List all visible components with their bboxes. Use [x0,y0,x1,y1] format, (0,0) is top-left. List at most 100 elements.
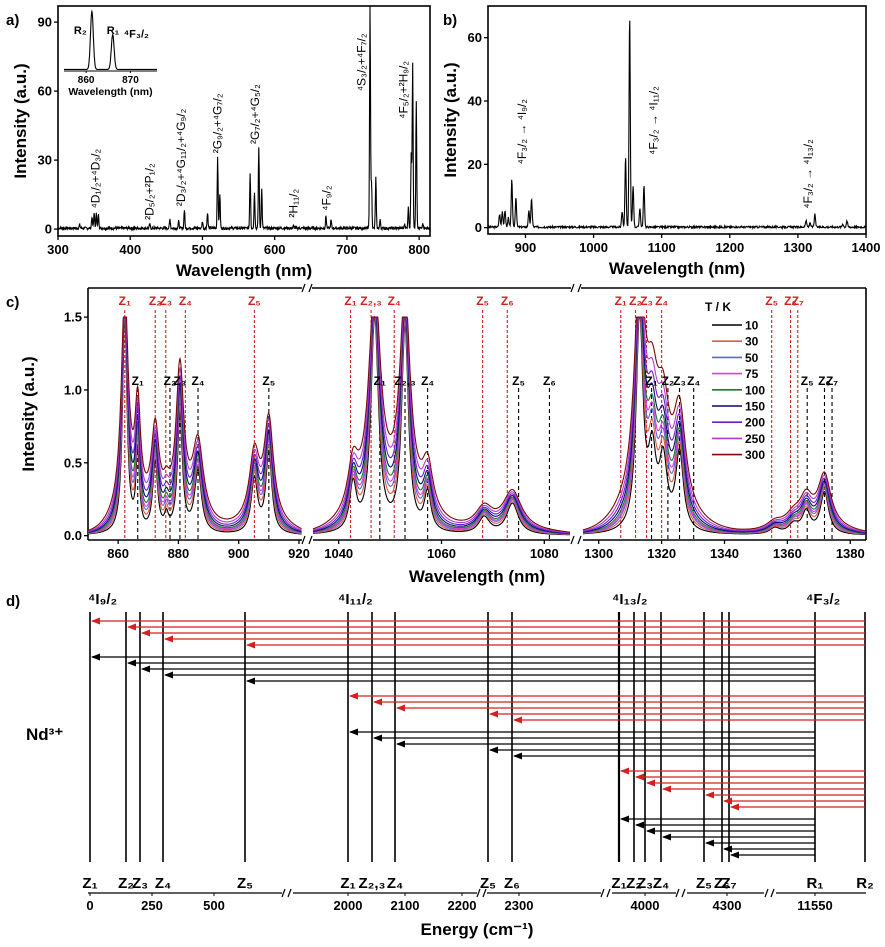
legend-label: 250 [745,432,765,446]
spectrum-line [487,20,867,231]
stark-level-label: Z₅ [237,875,253,892]
peak-annotation: ⁴F₃/₂ → ⁴I₁₃/₂ [801,139,815,209]
inset-spectrum-line [64,9,157,70]
black-stark-label: Z₁ [374,374,386,388]
inset-peak-label: R₁ [107,25,120,37]
x-tick-label: 900 [515,240,537,255]
black-stark-label: Z₄ [191,374,204,388]
stark-level-label: Z₂ [626,875,642,892]
red-stark-label: Z₂ [629,294,642,308]
manifold-label: ⁴I₁₁/₂ [338,591,373,608]
peak-annotation: ⁴F₃/₂ → ⁴I₁₁/₂ [647,86,661,155]
black-stark-label: Z₄ [421,374,434,388]
stark-level-label: Z₂,₃ [359,875,386,892]
black-stark-label: Z₄ [687,374,700,388]
stark-level-label: Z₄ [387,875,403,892]
x-tick-label: 800 [408,242,430,257]
arrowhead [164,635,173,643]
black-stark-label: Z₅ [262,374,275,388]
x-tick-label: 700 [336,242,358,257]
panel-label: d) [6,593,20,610]
peak-annotation: ⁴F₃/₂ → ⁴I₉/₂ [515,99,529,165]
panel-label: c) [6,294,19,311]
energy-tick-label: 500 [203,898,225,913]
axis-break-mask [302,537,312,543]
series-line-150K [312,316,570,535]
stark-level-label: Z₄ [155,875,171,892]
y-axis-label: Intensity (a.u.) [441,62,460,177]
black-stark-label: Z₅ [801,374,814,388]
axis-break-mark [281,888,286,898]
series-line-50K [312,316,570,535]
black-stark-label: Z₃ [173,374,186,388]
red-stark-label: Z₃ [640,294,653,308]
y-tick-label: 60 [468,30,482,45]
arrowhead [513,752,522,760]
black-stark-label: Z₂ [662,374,675,388]
axis-break-mark [301,283,306,293]
manifold-label: ⁴I₁₃/₂ [612,591,648,608]
x-tick-label: 300 [47,242,69,257]
energy-tick-label: 4300 [713,898,742,913]
arrowhead [127,623,136,631]
arrowhead [662,785,671,793]
x-axis-label: Energy (cm⁻¹) [421,920,534,939]
red-stark-label: Z₅ [248,294,261,308]
energy-tick-label: 0 [86,898,93,913]
black-stark-label: Z₃ [673,374,686,388]
energy-tick-label: 2300 [505,898,534,913]
y-tick-label: 0 [475,220,482,235]
panel-label: a) [6,12,19,29]
series-line-75K [312,316,570,535]
peak-annotation: ⁴S₃/₂+⁴F₇/₂ [354,33,368,91]
axis-break-mark [476,888,481,898]
black-stark-label: Z₂,₃ [394,374,416,388]
legend-title: T / K [705,300,731,314]
arrowhead [127,659,136,667]
stark-level-label: Z₃ [637,875,653,892]
arrowhead [730,851,739,859]
red-stark-label: Z₁ [615,294,627,308]
axis-break-mask [571,537,581,543]
x-tick-label: 500 [192,242,214,257]
red-stark-label: Z₅ [765,294,778,308]
axis-break-mark [482,888,487,898]
stark-level-label: Z₁ [340,875,355,892]
arrowhead [646,827,655,835]
arrowhead [489,746,498,754]
red-stark-label: Z₆ [784,294,797,308]
energy-tick-label: 4000 [631,898,660,913]
stark-level-label: R₁ [806,875,823,892]
manifold-label: ⁴I₉/₂ [88,591,117,608]
axis-break-mark [606,888,611,898]
legend-label: 200 [745,416,765,430]
axis-break-mark [308,535,313,545]
legend: T / K 10 30 50 75 100 150 200 250 300 [705,300,765,462]
series-line-150K [582,316,866,534]
stark-level-label: Z₃ [132,875,148,892]
axis-break-mark [308,283,313,293]
stark-level-label: Z₅ [480,875,496,892]
series-line-100K [312,316,570,535]
arrowhead [246,641,255,649]
arrowhead [164,671,173,679]
inset-x-tick-label: 870 [122,75,139,86]
red-stark-label: Z₁ [344,294,356,308]
manifold-label: ⁴F₃/₂ [806,591,840,608]
x-tick-label: 1300 [584,546,613,561]
spectrum-line [57,6,431,232]
arrowhead [246,677,255,685]
legend-label: 10 [745,319,759,333]
series-line-30K [313,316,570,536]
x-tick-label: 600 [264,242,286,257]
x-axis-label: Wavelength (nm) [409,567,545,586]
arrowhead [91,653,100,661]
y-tick-label: 1.0 [64,382,82,397]
arrowhead [620,815,629,823]
x-tick-label: 1040 [324,546,353,561]
peak-annotation: ²D₅/₂+²P₁/₂ [143,163,157,220]
panel-c: c) 0.0 0.5 1.0 1.5 Intensity (a.u.) Wavelength… [6,283,867,586]
panel-b: 900 1000 1100 1200 1300 1400 0 20 40 60 Wavelength… [441,5,880,278]
black-stark-label: Z₂ [164,374,177,388]
